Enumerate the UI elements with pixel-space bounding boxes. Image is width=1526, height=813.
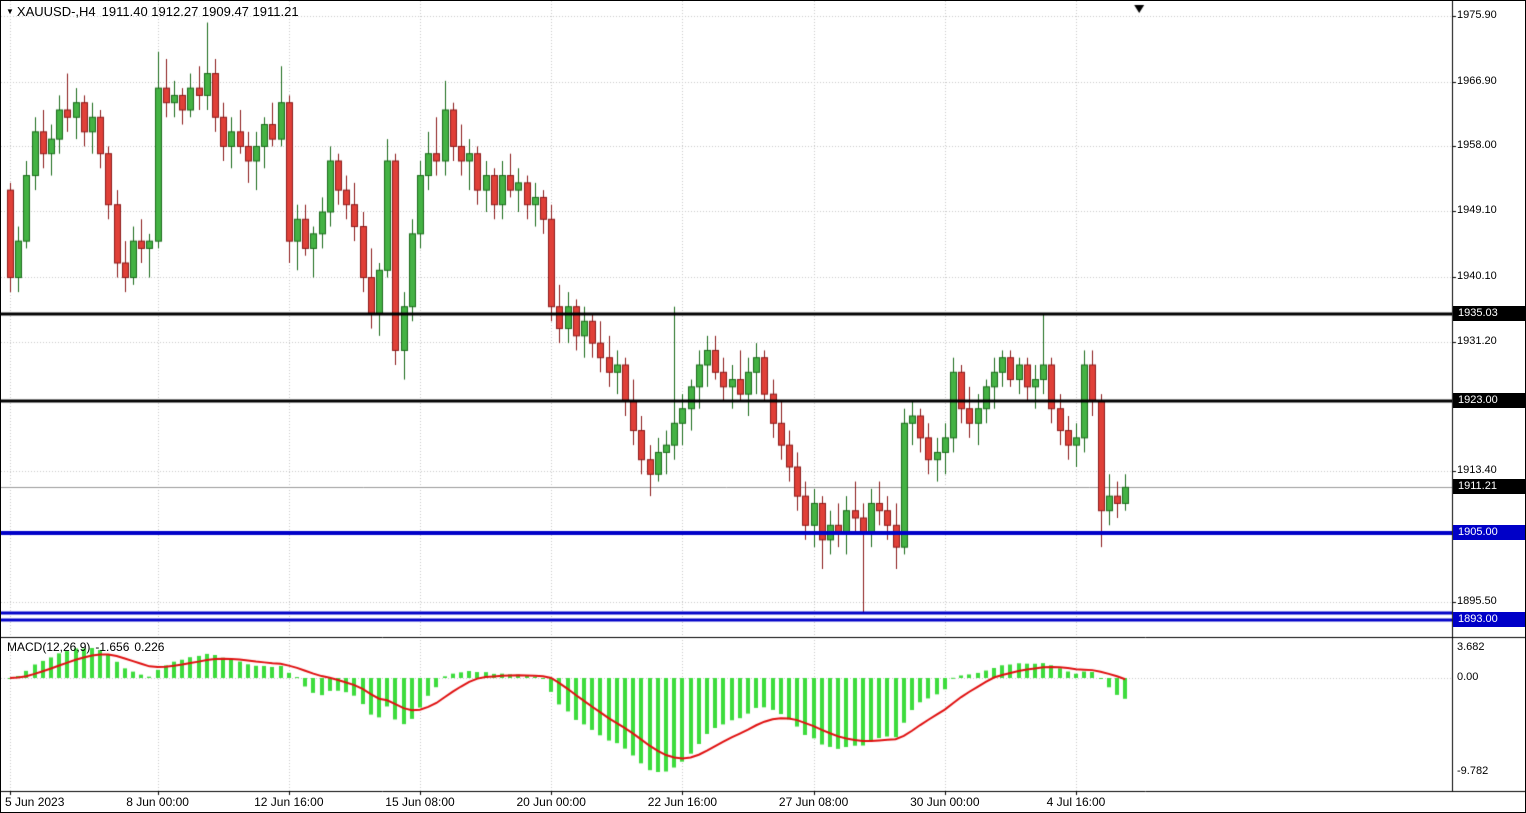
chart-symbol-header: ▼ XAUUSD-,H4 1911.40 1912.27 1909.47 1911.…: [6, 4, 299, 19]
macd-indicator-label: MACD(12,26,9) -1.656 0.226: [7, 640, 169, 654]
macd-signal-value: 0.226: [134, 640, 165, 654]
macd-name: MACD(12,26,9): [7, 640, 91, 654]
macd-main-value: -1.656: [95, 640, 130, 654]
symbol-dropdown-icon[interactable]: ▼: [6, 7, 14, 16]
symbol-period-label: XAUUSD-,H4: [16, 4, 96, 19]
ohlc-values-label: 1911.40 1912.27 1909.47 1911.21: [101, 4, 299, 19]
